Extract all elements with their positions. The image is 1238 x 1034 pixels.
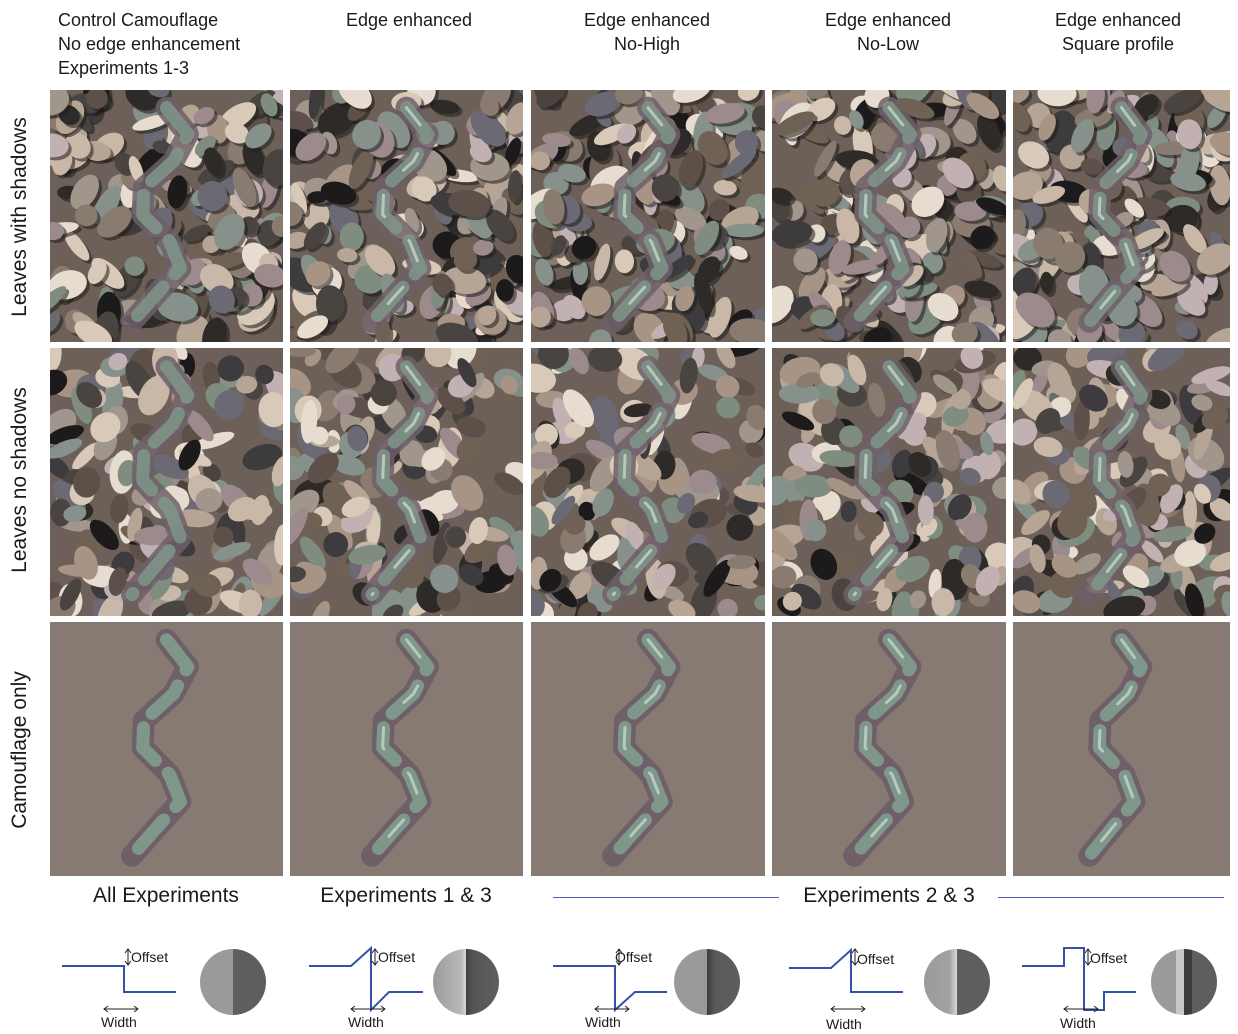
edge-profile-5 bbox=[1022, 947, 1136, 1013]
offset-label-1: Offset bbox=[131, 949, 169, 965]
luminance-disc bbox=[1151, 949, 1217, 1015]
label-all-experiments: All Experiments bbox=[93, 884, 239, 907]
stimulus-panel bbox=[290, 90, 523, 342]
stimulus-panel bbox=[50, 90, 283, 342]
offset-label-3: Offset bbox=[615, 949, 653, 965]
stimulus-panel bbox=[1013, 622, 1230, 876]
luminance-disc bbox=[674, 949, 740, 1015]
divider-rule-right bbox=[998, 897, 1224, 898]
divider-rule-left bbox=[553, 897, 779, 898]
width-label-1: Width bbox=[101, 1014, 137, 1030]
stimulus-grid bbox=[50, 90, 1230, 876]
stimulus-panel bbox=[290, 622, 523, 876]
stimulus-panel bbox=[1013, 348, 1230, 616]
column-title-no-low: Edge enhanced No-Low bbox=[824, 10, 952, 54]
offset-label-4: Offset bbox=[857, 951, 895, 967]
stimulus-panel bbox=[50, 348, 283, 616]
offset-label-5: Offset bbox=[1090, 950, 1128, 966]
label-experiments-2-3: Experiments 2 & 3 bbox=[803, 884, 975, 907]
edge-profile-1 bbox=[62, 948, 176, 1013]
edge-profile-3 bbox=[553, 948, 667, 1013]
column-title-square-profile: Edge enhanced Square profile bbox=[1054, 10, 1182, 54]
width-label-2: Width bbox=[348, 1014, 384, 1030]
stimulus-panel bbox=[772, 622, 1006, 876]
stimulus-panel bbox=[531, 348, 765, 616]
stimulus-panel bbox=[1013, 90, 1230, 342]
stimulus-panel bbox=[772, 90, 1006, 342]
column-title-no-high: Edge enhanced No-High bbox=[583, 10, 711, 54]
offset-label-2: Offset bbox=[378, 949, 416, 965]
luminance-disc bbox=[433, 949, 499, 1015]
width-label-5: Width bbox=[1060, 1015, 1096, 1031]
luminance-disc bbox=[924, 949, 990, 1015]
edge-profile-2 bbox=[309, 945, 423, 1013]
column-title-edge-enhanced: Edge enhanced bbox=[345, 10, 473, 30]
width-label-4: Width bbox=[826, 1016, 862, 1032]
edge-profile-4 bbox=[789, 947, 903, 1013]
label-experiments-1-3: Experiments 1 & 3 bbox=[320, 884, 492, 907]
stimulus-panel bbox=[531, 90, 765, 342]
stimulus-panel bbox=[531, 622, 765, 876]
luminance-disc bbox=[200, 949, 266, 1015]
stimulus-panel bbox=[290, 348, 523, 616]
stimulus-panel bbox=[50, 622, 283, 876]
stimulus-panel bbox=[772, 348, 1006, 616]
column-title-control: Control Camouflage No edge enhancement E… bbox=[58, 10, 241, 78]
width-label-3: Width bbox=[585, 1014, 621, 1030]
edge-profiles bbox=[62, 945, 1217, 1015]
